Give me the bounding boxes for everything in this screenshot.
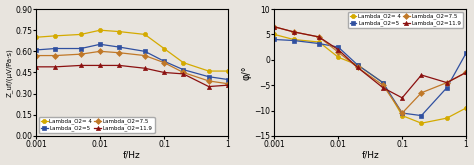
- Lambda_O2= 4: [206, 70, 211, 72]
- Lambda_O2=5: [53, 48, 58, 50]
- Lambda_O2=11.9: [419, 74, 424, 76]
- Lambda_O2= 4: [53, 35, 58, 37]
- Line: Lambda_O2= 4: Lambda_O2= 4: [34, 28, 230, 73]
- Lambda_O2=11.9: [316, 36, 322, 38]
- Lambda_O2=11.9: [380, 87, 386, 89]
- Line: Lambda_O2=5: Lambda_O2=5: [272, 37, 468, 118]
- Lambda_O2=7.5: [181, 71, 186, 73]
- Lambda_O2=7.5: [142, 55, 148, 57]
- Lambda_O2=5: [181, 69, 186, 71]
- Lambda_O2=5: [161, 60, 167, 62]
- Lambda_O2=5: [142, 50, 148, 52]
- Lambda_O2=7.5: [53, 55, 58, 57]
- Lambda_O2= 4: [272, 33, 277, 35]
- Lambda_O2= 4: [463, 107, 469, 109]
- Lambda_O2=5: [78, 48, 84, 50]
- Lambda_O2= 4: [33, 36, 39, 38]
- Lambda_O2=11.9: [272, 26, 277, 28]
- Lambda_O2= 4: [78, 33, 84, 35]
- Lambda_O2=7.5: [225, 83, 231, 85]
- Lambda_O2=11.9: [444, 82, 450, 84]
- Lambda_O2=7.5: [399, 112, 405, 114]
- Lambda_O2=11.9: [53, 66, 58, 68]
- Lambda_O2=11.9: [78, 65, 84, 66]
- Lambda_O2=11.9: [291, 31, 296, 33]
- Lambda_O2=7.5: [463, 71, 469, 73]
- Lambda_O2=11.9: [399, 97, 405, 99]
- Lambda_O2=7.5: [117, 52, 122, 54]
- Y-axis label: φ/°: φ/°: [241, 65, 251, 80]
- Lambda_O2= 4: [142, 33, 148, 35]
- Lambda_O2=11.9: [225, 84, 231, 86]
- Lambda_O2=11.9: [117, 65, 122, 66]
- Lambda_O2=7.5: [33, 55, 39, 57]
- Lambda_O2=11.9: [181, 73, 186, 75]
- Lambda_O2=11.9: [142, 67, 148, 69]
- Lambda_O2= 4: [419, 122, 424, 124]
- Lambda_O2=5: [291, 40, 296, 42]
- Line: Lambda_O2=5: Lambda_O2=5: [34, 42, 230, 82]
- Lambda_O2= 4: [97, 29, 103, 31]
- Lambda_O2=7.5: [336, 51, 341, 53]
- Lambda_O2=11.9: [97, 65, 103, 66]
- Lambda_O2=5: [206, 76, 211, 78]
- Lambda_O2=7.5: [161, 62, 167, 64]
- Lambda_O2=5: [117, 46, 122, 48]
- Y-axis label: Z_uf/(µV/Pa·s): Z_uf/(µV/Pa·s): [6, 48, 12, 97]
- Lambda_O2=5: [272, 38, 277, 40]
- Lambda_O2=5: [399, 112, 405, 114]
- Lambda_O2=5: [463, 52, 469, 54]
- Lambda_O2=5: [355, 64, 360, 66]
- Lambda_O2= 4: [355, 64, 360, 66]
- Line: Lambda_O2=7.5: Lambda_O2=7.5: [272, 25, 468, 115]
- Lambda_O2= 4: [444, 117, 450, 119]
- Lambda_O2=11.9: [33, 66, 39, 68]
- Lambda_O2=5: [316, 43, 322, 45]
- Lambda_O2=11.9: [336, 49, 341, 51]
- Lambda_O2= 4: [225, 70, 231, 72]
- Legend: Lambda_O2= 4, Lambda_O2=5, Lambda_O2=7.5, Lambda_O2=11.9: Lambda_O2= 4, Lambda_O2=5, Lambda_O2=7.5…: [39, 117, 155, 133]
- Line: Lambda_O2=11.9: Lambda_O2=11.9: [272, 25, 468, 100]
- Line: Lambda_O2=7.5: Lambda_O2=7.5: [34, 49, 230, 86]
- Lambda_O2= 4: [117, 31, 122, 33]
- Lambda_O2= 4: [181, 62, 186, 64]
- Lambda_O2=7.5: [206, 80, 211, 82]
- Lambda_O2=5: [336, 46, 341, 48]
- Line: Lambda_O2=11.9: Lambda_O2=11.9: [34, 63, 230, 89]
- X-axis label: f/Hz: f/Hz: [361, 150, 379, 159]
- X-axis label: f/Hz: f/Hz: [123, 150, 141, 159]
- Line: Lambda_O2= 4: Lambda_O2= 4: [272, 32, 468, 125]
- Lambda_O2=5: [225, 79, 231, 81]
- Lambda_O2=11.9: [463, 71, 469, 73]
- Lambda_O2= 4: [380, 82, 386, 84]
- Lambda_O2=7.5: [355, 66, 360, 68]
- Lambda_O2=11.9: [161, 71, 167, 73]
- Lambda_O2= 4: [316, 41, 322, 43]
- Lambda_O2=5: [419, 115, 424, 117]
- Lambda_O2=5: [33, 49, 39, 51]
- Lambda_O2=7.5: [380, 84, 386, 86]
- Lambda_O2=7.5: [291, 31, 296, 33]
- Lambda_O2=7.5: [419, 92, 424, 94]
- Lambda_O2=7.5: [444, 82, 450, 84]
- Lambda_O2=7.5: [78, 53, 84, 55]
- Lambda_O2=11.9: [206, 86, 211, 88]
- Lambda_O2=5: [97, 43, 103, 45]
- Lambda_O2=7.5: [97, 50, 103, 52]
- Lambda_O2= 4: [161, 48, 167, 50]
- Lambda_O2=5: [380, 82, 386, 84]
- Lambda_O2= 4: [291, 38, 296, 40]
- Lambda_O2= 4: [336, 56, 341, 58]
- Lambda_O2=7.5: [316, 36, 322, 38]
- Legend: Lambda_O2= 4, Lambda_O2=5, Lambda_O2=7.5, Lambda_O2=11.9: Lambda_O2= 4, Lambda_O2=5, Lambda_O2=7.5…: [348, 12, 463, 28]
- Lambda_O2= 4: [399, 115, 405, 117]
- Lambda_O2=5: [444, 87, 450, 89]
- Lambda_O2=11.9: [355, 66, 360, 68]
- Lambda_O2=7.5: [272, 26, 277, 28]
